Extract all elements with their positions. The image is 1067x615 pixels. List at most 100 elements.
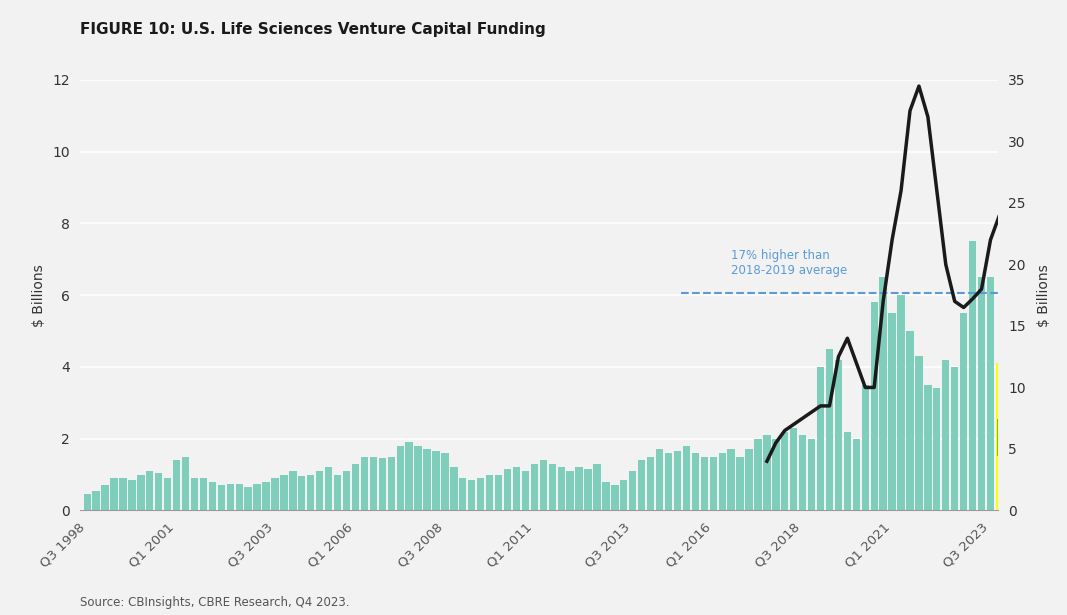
Bar <box>424 450 431 510</box>
Bar <box>763 435 770 510</box>
Bar <box>691 453 699 510</box>
Bar <box>826 349 833 510</box>
Bar <box>889 313 896 510</box>
Bar <box>665 453 672 510</box>
Bar <box>414 446 421 510</box>
Bar <box>468 480 476 510</box>
Bar <box>897 295 905 510</box>
Bar <box>513 467 520 510</box>
Bar <box>181 456 189 510</box>
Bar <box>298 477 305 510</box>
Bar <box>746 450 752 510</box>
Bar <box>853 438 860 510</box>
Bar <box>969 242 976 510</box>
Y-axis label: $ Billions: $ Billions <box>1037 264 1051 327</box>
Bar <box>817 367 824 510</box>
Bar <box>942 360 950 510</box>
Bar <box>405 442 413 510</box>
Bar <box>146 471 154 510</box>
Bar <box>754 438 762 510</box>
Bar <box>879 277 887 510</box>
Bar <box>307 475 315 510</box>
Bar <box>540 460 547 510</box>
Bar <box>960 313 968 510</box>
Bar <box>736 456 744 510</box>
Text: 17% higher than
2018-2019 average: 17% higher than 2018-2019 average <box>731 249 847 277</box>
Bar <box>611 485 619 510</box>
Bar <box>128 480 136 510</box>
Bar <box>638 460 646 510</box>
Bar <box>110 478 117 510</box>
Bar <box>871 303 878 510</box>
Bar <box>369 456 377 510</box>
Bar <box>987 277 994 510</box>
Bar <box>951 367 958 510</box>
Bar <box>93 491 100 510</box>
Bar <box>924 385 931 510</box>
Bar <box>289 471 297 510</box>
Bar <box>673 451 681 510</box>
Bar <box>773 438 780 510</box>
Bar <box>442 453 448 510</box>
Bar <box>799 435 807 510</box>
Bar <box>575 467 583 510</box>
Bar <box>620 480 627 510</box>
Bar <box>254 483 260 510</box>
Bar <box>530 464 538 510</box>
Bar <box>334 475 341 510</box>
Bar <box>718 453 726 510</box>
Bar <box>83 494 91 510</box>
Bar <box>656 450 664 510</box>
Bar <box>173 460 180 510</box>
Bar <box>164 478 172 510</box>
Bar <box>495 475 503 510</box>
Bar <box>191 478 198 510</box>
Bar <box>647 456 654 510</box>
Bar <box>585 469 592 510</box>
Bar <box>710 456 717 510</box>
Bar <box>934 389 940 510</box>
Bar <box>728 450 735 510</box>
Bar <box>316 471 323 510</box>
Bar <box>262 482 270 510</box>
Bar <box>567 471 574 510</box>
Bar <box>200 478 207 510</box>
Bar <box>977 277 985 510</box>
Bar <box>862 385 869 510</box>
Bar <box>1005 331 1012 510</box>
Bar <box>343 471 350 510</box>
Bar <box>630 471 636 510</box>
Bar <box>683 446 690 510</box>
Bar <box>602 482 609 510</box>
Bar <box>397 446 404 510</box>
Bar <box>101 485 109 510</box>
Text: FIGURE 10: U.S. Life Sciences Venture Capital Funding: FIGURE 10: U.S. Life Sciences Venture Ca… <box>80 22 546 36</box>
Bar <box>209 482 216 510</box>
Bar <box>236 483 243 510</box>
Bar <box>593 464 601 510</box>
Bar <box>996 363 1003 510</box>
Bar <box>1006 399 1010 444</box>
Bar <box>781 432 789 510</box>
Bar <box>155 473 162 510</box>
Y-axis label: $ Billions: $ Billions <box>32 264 47 327</box>
Bar <box>387 456 395 510</box>
Bar <box>218 485 225 510</box>
Bar <box>352 464 360 510</box>
Bar <box>459 478 466 510</box>
Bar <box>834 360 842 510</box>
Bar <box>432 451 440 510</box>
Bar <box>379 458 386 510</box>
Bar <box>226 483 234 510</box>
Bar <box>450 467 458 510</box>
Bar <box>808 438 815 510</box>
Bar <box>504 469 511 510</box>
Bar <box>701 456 708 510</box>
Bar <box>790 428 797 510</box>
Bar <box>281 475 288 510</box>
Bar <box>244 487 252 510</box>
Bar <box>120 478 127 510</box>
Bar <box>477 478 484 510</box>
Bar <box>361 456 368 510</box>
Bar <box>906 331 913 510</box>
